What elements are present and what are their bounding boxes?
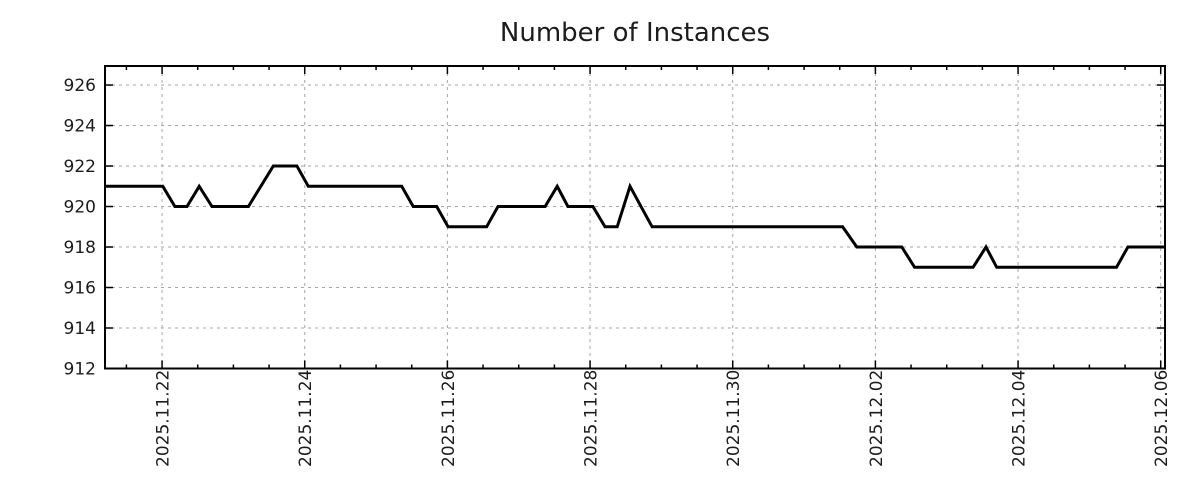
chart-labels: 912 914 916 918 920 922 924 926 2025.11.22 2025.1…: [64, 76, 1173, 467]
x-tick-label: 2025.11.24: [296, 370, 316, 467]
y-tick-label: 926: [64, 76, 96, 96]
y-tick-label: 922: [64, 157, 96, 177]
x-tick-label: 2025.12.06: [1152, 370, 1172, 467]
y-tick-label: 916: [64, 279, 96, 299]
chart-grid: [105, 66, 1165, 369]
x-tick-label: 2025.11.26: [439, 370, 459, 467]
y-tick-label: 920: [64, 198, 96, 218]
chart-title: Number of Instances: [500, 18, 770, 48]
x-tick-label: 2025.11.30: [724, 370, 744, 467]
data-line: [105, 164, 1165, 269]
x-tick-label: 2025.12.02: [867, 370, 887, 467]
y-tick-label: 924: [64, 117, 96, 137]
y-tick-label: 914: [64, 319, 96, 339]
y-tick-label: 912: [64, 360, 96, 380]
chart-line: [105, 164, 1165, 269]
chart-axes: [104, 65, 1166, 370]
y-tick-label: 918: [64, 238, 96, 258]
x-tick-label: 2025.11.28: [582, 370, 602, 467]
x-tick-label: 2025.12.04: [1010, 370, 1030, 467]
x-tick-label: 2025.11.22: [154, 370, 174, 467]
